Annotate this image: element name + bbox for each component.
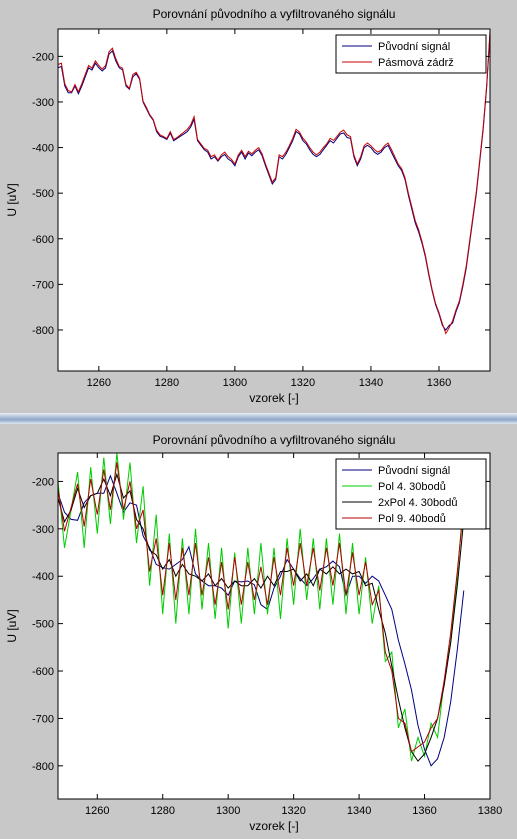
- x-tick-label: 1340: [347, 805, 371, 817]
- y-tick-label: -800: [32, 761, 54, 773]
- axes-box: [57, 28, 491, 372]
- window-divider: [0, 413, 517, 424]
- y-axis-label: U [uV]: [5, 183, 19, 216]
- chart-title: Porovnání původního a vyfiltrovaného sig…: [153, 433, 396, 447]
- axes-box: [57, 452, 491, 800]
- series-line-2: [58, 472, 465, 762]
- y-tick-label: -500: [32, 188, 54, 200]
- legend-label-0: Původní signál: [378, 41, 450, 53]
- y-tick-label: -700: [32, 279, 54, 291]
- x-tick-label: 1280: [150, 805, 174, 817]
- series-line-0: [58, 474, 465, 767]
- series-line-1: [58, 31, 490, 335]
- legend-label-3: Pol 9. 40bodů: [378, 513, 446, 525]
- x-tick-label: 1380: [478, 805, 502, 817]
- x-tick-label: 1280: [155, 377, 179, 389]
- x-axis-label: vzorek [-]: [249, 391, 298, 405]
- y-tick-label: -200: [32, 476, 54, 488]
- series-line-3: [58, 462, 465, 753]
- x-tick-label: 1360: [427, 377, 451, 389]
- chart-bottom-svg: Porovnání původního a vyfiltrovaného sig…: [5, 433, 502, 833]
- y-tick-label: -200: [32, 51, 54, 63]
- x-tick-label: 1360: [412, 805, 436, 817]
- y-axis-label: U [uV]: [5, 609, 19, 642]
- y-tick-label: -600: [32, 234, 54, 246]
- chart-bottom: Porovnání původního a vyfiltrovaného sig…: [0, 424, 517, 839]
- x-tick-label: 1300: [216, 805, 240, 817]
- y-tick-label: -400: [32, 571, 54, 583]
- series-group: [58, 453, 465, 767]
- x-axis-label: vzorek [-]: [249, 819, 298, 833]
- chart-top-svg: Porovnání původního a vyfiltrovaného sig…: [5, 7, 491, 405]
- x-tick-label: 1260: [85, 805, 109, 817]
- y-tick-label: -600: [32, 666, 54, 678]
- y-tick-label: -500: [32, 619, 54, 631]
- plot-area: [58, 29, 490, 371]
- x-tick-label: 1320: [281, 805, 305, 817]
- x-tick-label: 1300: [223, 377, 247, 389]
- legend: Původní signál Pásmová zádrž: [335, 34, 487, 74]
- x-tick-label: 1320: [291, 377, 315, 389]
- chart-title: Porovnání původního a vyfiltrovaného sig…: [153, 7, 396, 21]
- y-tick-label: -700: [32, 713, 54, 725]
- legend-label-0: Původní signál: [378, 465, 450, 477]
- legend: Původní signál Pol 4. 30bodů 2xPol 4. 30bo…: [335, 458, 487, 530]
- series-group: [58, 31, 490, 335]
- y-tick-label: -400: [32, 143, 54, 155]
- legend-label-1: Pol 4. 30bodů: [378, 481, 446, 493]
- chart-top: Porovnání původního a vyfiltrovaného sig…: [0, 0, 517, 413]
- legend-box: [335, 458, 487, 530]
- y-tick-label: -800: [32, 325, 54, 337]
- x-tick-label: 1260: [87, 377, 111, 389]
- legend-label-2: 2xPol 4. 30bodů: [378, 497, 458, 509]
- legend-label-1: Pásmová zádrž: [378, 57, 454, 69]
- y-tick-label: -300: [32, 524, 54, 536]
- legend-box: [335, 34, 487, 74]
- x-tick-label: 1340: [359, 377, 383, 389]
- y-tick-label: -300: [32, 97, 54, 109]
